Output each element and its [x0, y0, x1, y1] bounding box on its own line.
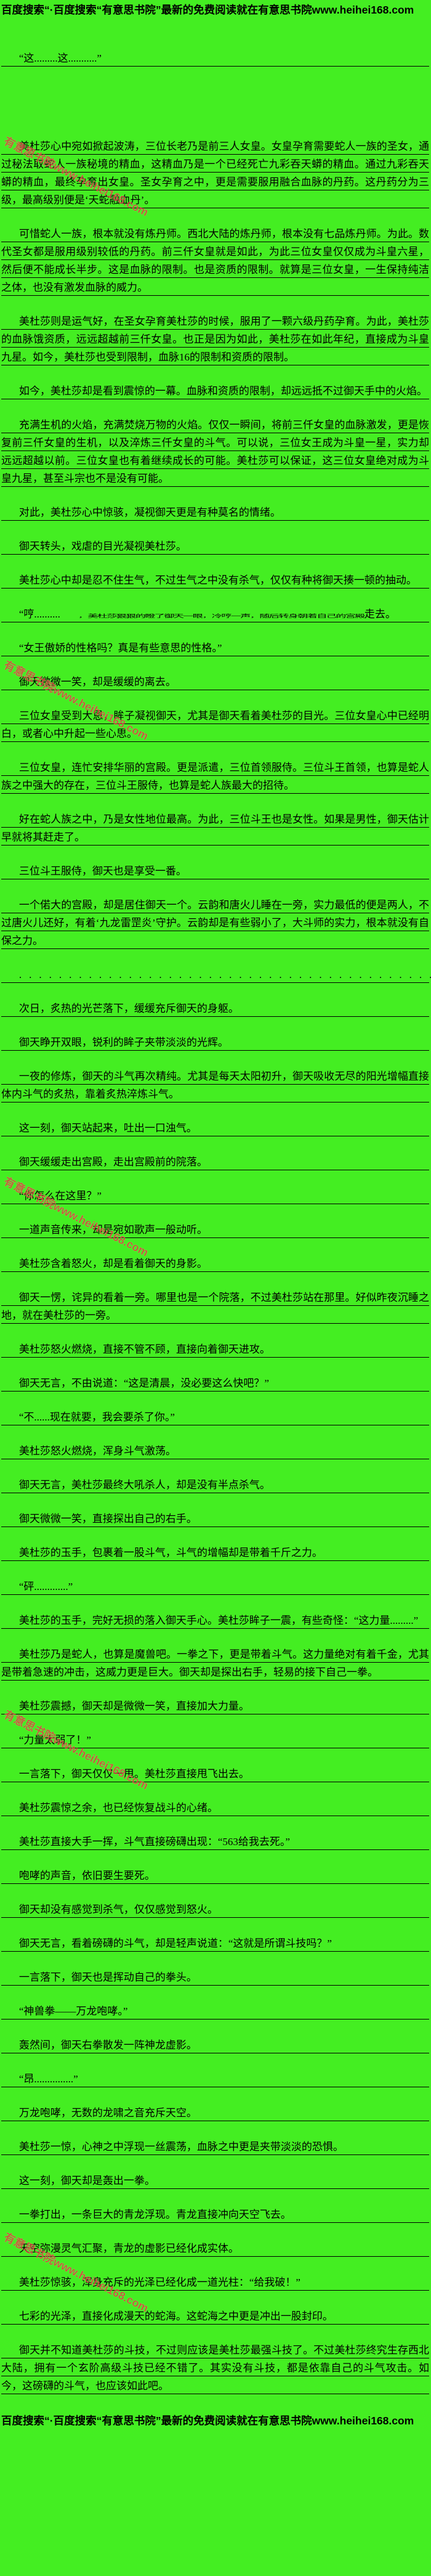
- novel-paragraph: 美杜莎震惊之余，也已经恢复战斗的心绪。: [1, 1799, 429, 1817]
- chapter-content: “这.........这...........” 美杜莎心中宛如掀起波涛，三位长老…: [0, 49, 431, 2395]
- novel-paragraph: “哼.......... ，美杜莎狠狠的瞪了御天一眼，冷哼一声，随后转身朝着自己的…: [1, 605, 429, 623]
- novel-paragraph: 美杜莎直接大手一挥，斗气直接磅礴出现：“563给我去死。”: [1, 1833, 429, 1851]
- novel-paragraph: 御天转头，戏虐的目光凝视美杜莎。: [1, 537, 429, 555]
- novel-paragraph: 御天睁开双眼，锐利的眸子夹带淡淡的光辉。: [1, 1033, 429, 1051]
- novel-paragraph: 御天无言，不由说道：“这是清晨，没必要这么快吧？”: [1, 1374, 429, 1392]
- novel-paragraph: 美杜莎的玉手，包裹着一股斗气，斗气的增幅却是带着千斤之力。: [1, 1544, 429, 1562]
- novel-paragraph: 美杜莎乃是蛇人，也算是魔兽吧。一拳之下，更是带着斗气。这力量绝对有着千金，尤其是…: [1, 1645, 429, 1681]
- novel-paragraph: “你怎么在这里？”: [1, 1187, 429, 1205]
- novel-paragraph: 美杜莎心中却是忍不住生气，不过生气之中没有杀气，仅仅有种将御天揍一顿的抽动。: [1, 571, 429, 589]
- separator-dots: ........................................…: [1, 966, 431, 984]
- novel-paragraph: 御天无言，美杜莎最终大吼杀人，却是没有半点杀气。: [1, 1476, 429, 1494]
- header-banner: 百度搜索“·百度搜索“有意思书院”最新的免费阅读就在有意思书院www.heihe…: [1, 4, 414, 16]
- novel-paragraph: 一言落下，御天仅仅一甩。美杜莎直接甩飞出去。: [1, 1765, 429, 1783]
- novel-paragraph: “女王傲娇的性格吗？真是有些意思的性格。”: [1, 639, 429, 657]
- novel-paragraph: 美杜莎一惊，心神之中浮现一丝震荡，血脉之中更是夹带淡淡的恐惧。: [1, 2138, 429, 2156]
- novel-paragraph: 御天微微一笑，却是缓缓的离去。: [1, 673, 429, 691]
- novel-paragraph: “砰.............”: [1, 1578, 429, 1596]
- novel-paragraph: 这一刻，御天却是轰出一拳。: [1, 2172, 429, 2190]
- novel-paragraph: 美杜莎震撼，御天却是微微一笑，直接加大力量。: [1, 1697, 429, 1715]
- novel-paragraph: “神兽拳——万龙咆哮。”: [1, 2002, 429, 2020]
- novel-paragraph: 充满生机的火焰，充满焚烧万物的火焰。仅仅一瞬间，将前三仟女皇的血脉激发，更是恢复…: [1, 416, 429, 487]
- novel-paragraph: 天空弥漫灵气汇聚，青龙的虚影已经化成实体。: [1, 2240, 429, 2257]
- novel-paragraph: 御天无言，看着磅礴的斗气，却是轻声说道：“这就是所谓斗技吗？”: [1, 1934, 429, 1952]
- glitched-overlapped-text: ，美杜莎狠狠的瞪了御天一眼，冷哼一声，随后转身朝着自己的宫殿: [78, 613, 365, 619]
- novel-paragraph: 御天并不知道美杜莎的斗技，不过则应该是美杜莎最强斗技了。不过美杜莎终究生存西北大…: [1, 2341, 429, 2395]
- novel-paragraph: 御天微微一笑，直接探出自己的右手。: [1, 1510, 429, 1528]
- novel-paragraph: “昂...............”: [1, 2070, 429, 2088]
- novel-paragraph: 一道声音传来，却是宛如歌声一般动听。: [1, 1221, 429, 1239]
- novel-paragraph: 一个偌大的宫殿，却是居住御天一个。云韵和唐火儿睡在一旁，实力最低的便是两人，不过…: [1, 896, 429, 950]
- novel-paragraph: 御天一愣，诧异的看着一旁。哪里也是一个院落，不过美杜莎站在那里。好似昨夜沉睡之地…: [1, 1289, 429, 1324]
- novel-paragraph: “这.........这...........”: [1, 49, 429, 67]
- novel-paragraph: 御天却没有感觉到杀气，仅仅感觉到怒火。: [1, 1901, 429, 1918]
- novel-paragraph: 对此，美杜莎心中惊骇，凝视御天更是有种莫名的情绪。: [1, 503, 429, 521]
- novel-paragraph: 美杜莎含着怒火，却是看着御天的身影。: [1, 1255, 429, 1273]
- novel-paragraph: 这一刻，御天站起来，吐出一口浊气。: [1, 1119, 429, 1137]
- novel-paragraph: 次日，炙热的光芒落下，缓缓充斥御天的身躯。: [1, 1000, 429, 1017]
- novel-paragraph: 美杜莎怒火燃烧，直接不管不顾，直接向着御天进攻。: [1, 1340, 429, 1358]
- novel-paragraph: 一拳打出，一条巨大的青龙浮现。青龙直接冲向天空飞去。: [1, 2206, 429, 2223]
- novel-paragraph: 一夜的修炼，御天的斗气再次精纯。尤其是每天太阳初升，御天吸收无尽的阳光增幅直接体…: [1, 1067, 429, 1103]
- novel-paragraph: 可惜蛇人一族，根本就没有炼丹师。西北大陆的炼丹师，根本没有七品炼丹师。为此。数代…: [1, 225, 429, 296]
- novel-paragraph: 美杜莎则是运气好，在圣女孕育美杜莎的时候，服用了一颗六级丹药孕育。为此，美杜莎的…: [1, 312, 429, 366]
- novel-paragraph: “不......现在就要，我会要杀了你。”: [1, 1408, 429, 1426]
- novel-paragraph: 好在蛇人族之中，乃是女性地位最高。为此，三位斗王也是女性。如果是男性，御天估计早…: [1, 810, 429, 846]
- novel-paragraph: 万龙咆哮，无数的龙啸之音充斥天空。: [1, 2104, 429, 2122]
- footer-banner: 百度搜索“·百度搜索“有意思书院”最新的免费阅读就在有意思书院www.heihe…: [1, 2415, 414, 2427]
- novel-paragraph: 三位斗王服侍，御天也是享受一番。: [1, 862, 429, 880]
- novel-paragraph: 咆哮的声音，依旧要生要死。: [1, 1867, 429, 1885]
- novel-paragraph: 御天缓缓走出宫殿，走出宫殿前的院落。: [1, 1153, 429, 1171]
- novel-paragraph: 一言落下，御天也是挥动自己的拳头。: [1, 1968, 429, 1986]
- novel-paragraph: “力量太弱了！”: [1, 1731, 429, 1749]
- paragraph-text: 走去。: [364, 608, 396, 620]
- novel-paragraph: 轰然间，御天右拳散发一阵神龙虚影。: [1, 2036, 429, 2054]
- novel-paragraph: 七彩的光泽，直接化成漫天的蛇海。这蛇海之中更是冲出一股封印。: [1, 2307, 429, 2325]
- novel-paragraph: 三位女皇，连忙安排华丽的宫殿。更是派遣，三位首领服侍。三位斗王首领，也算是蛇人族…: [1, 759, 429, 794]
- paragraph-text: “哼..........: [18, 608, 60, 620]
- novel-paragraph: 三位女皇受到大恩，眸子凝视御天，尤其是御天看着美杜莎的目光。三位女皇心中已经明白…: [1, 707, 429, 743]
- reading-page: { "page": { "background_color": "#44ee22…: [0, 4, 431, 2427]
- novel-paragraph: 美杜莎怒火燃烧，浑身斗气激荡。: [1, 1442, 429, 1460]
- novel-paragraph: 美杜莎心中宛如掀起波涛，三位长老乃是前三人女皇。女皇孕育需要蛇人一族的圣女，通过…: [1, 137, 429, 209]
- novel-paragraph: 美杜莎惊骇，浑身充斥的光泽已经化成一道光柱：“给我破！”: [1, 2273, 429, 2291]
- novel-paragraph: 美杜莎的玉手，完好无损的落入御天手心。美杜莎眸子一震，有些奇怪：“这力量....…: [1, 1612, 429, 1629]
- novel-paragraph: 如今，美杜莎却是看到震惊的一幕。血脉和资质的限制，却远远抵不过御天手中的火焰。: [1, 382, 429, 400]
